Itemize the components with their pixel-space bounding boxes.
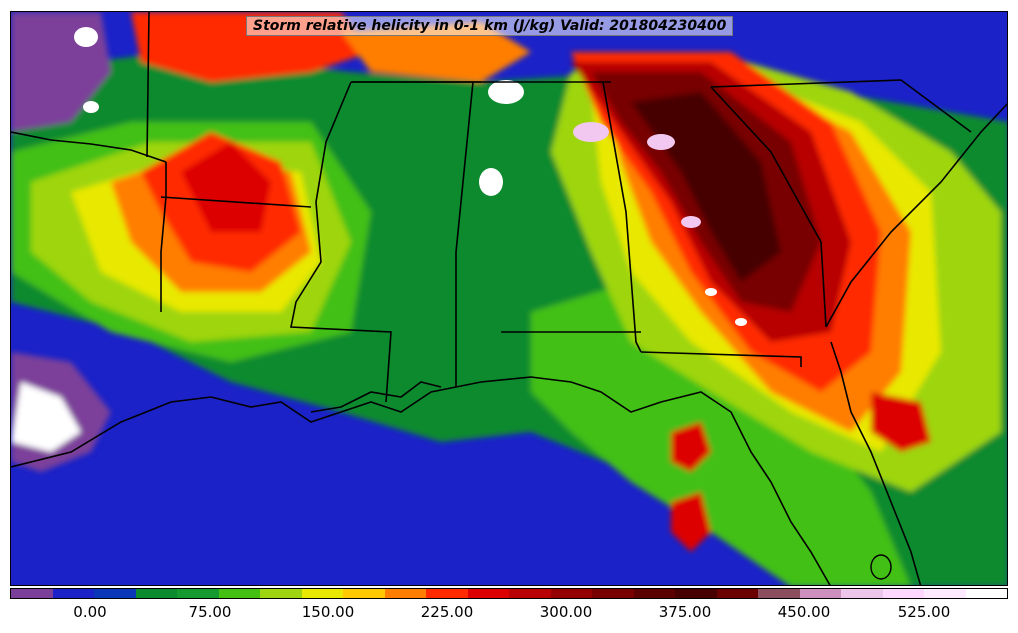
- field-darkred-west: [181, 142, 271, 232]
- colorbar-segment: [716, 589, 758, 598]
- spot-pink-5: [735, 318, 747, 326]
- colorbar-tick-label: 0.00: [73, 603, 107, 621]
- boundary-ark-la: [160, 196, 312, 208]
- colorbar-segment: [343, 589, 385, 598]
- colorbar-tick-label: 375.00: [658, 603, 712, 621]
- coastline-fl-east: [830, 341, 922, 585]
- spot-pink-2: [647, 134, 675, 150]
- high-value-spots: [74, 27, 747, 326]
- colorbar-segment: [11, 589, 53, 598]
- colorbar-segment: [758, 589, 800, 598]
- colorbar-tick-label: 225.00: [420, 603, 474, 621]
- spot-pink-4: [705, 288, 717, 296]
- colorbar-tick-label: 525.00: [897, 603, 951, 621]
- coastline-atlantic: [825, 102, 1007, 328]
- colorbar-segment: [426, 589, 468, 598]
- boundary-ok-tx-red-river: [11, 131, 167, 163]
- coastline-gulf: [11, 376, 831, 585]
- colorbar-segment: [841, 589, 883, 598]
- boundary-ok-ark: [146, 12, 150, 158]
- basemap-lines: [11, 12, 1007, 585]
- colorbar-segment: [52, 589, 94, 598]
- boundary-nc-sc: [710, 79, 972, 133]
- lake-okeechobee: [870, 554, 892, 580]
- map-panel: [10, 11, 1008, 586]
- colorbar-segment: [467, 589, 509, 598]
- boundary-al-ga: [602, 81, 642, 353]
- colorbar-segment: [965, 589, 1007, 598]
- colorbar-segment: [550, 589, 592, 598]
- colorbar-segment: [509, 589, 551, 598]
- spot-white-nw: [74, 27, 98, 47]
- colorbar-tick-label: 150.00: [301, 603, 355, 621]
- boundary-tx-ark: [160, 162, 167, 312]
- colorbar-labels: 0.00 75.00 150.00 225.00 300.00 375.00 450.00 5…: [10, 603, 1008, 623]
- boundary-fl-north: [640, 351, 802, 367]
- colorbar: [10, 588, 1008, 599]
- helicity-field: [11, 12, 1007, 585]
- colorbar-segment: [675, 589, 717, 598]
- field-white-west: [11, 382, 81, 452]
- spot-white-n: [488, 80, 524, 104]
- helicity-map: [11, 12, 1007, 585]
- boundary-ms-al: [455, 81, 474, 387]
- spot-pink-3: [681, 216, 701, 228]
- colorbar-segment: [177, 589, 219, 598]
- map-title: Storm relative helicity in 0-1 km (J/kg)…: [246, 16, 734, 36]
- spot-pink-1: [573, 122, 609, 142]
- colorbar-segment: [384, 589, 426, 598]
- colorbar-segment: [301, 589, 343, 598]
- colorbar-segment: [924, 589, 966, 598]
- field-red-se: [871, 392, 931, 452]
- field-red-south2: [671, 492, 711, 552]
- coastline-la: [310, 381, 442, 413]
- colorbar-tick-label: 300.00: [539, 603, 593, 621]
- colorbar-segment: [260, 589, 302, 598]
- colorbar-segment: [218, 589, 260, 598]
- spot-white-nw2: [83, 101, 99, 113]
- spot-white-n2: [479, 168, 503, 196]
- colorbar-segment: [592, 589, 634, 598]
- colorbar-segment: [94, 589, 136, 598]
- colorbar-segment: [135, 589, 177, 598]
- boundary-miss-river: [290, 81, 392, 403]
- colorbar-segment: [882, 589, 924, 598]
- field-red-south: [671, 422, 711, 472]
- field-light-green-east: [531, 282, 911, 585]
- field-orange-north: [341, 22, 531, 82]
- colorbar-tick-label: 75.00: [188, 603, 232, 621]
- boundary-ga-sc: [710, 86, 827, 328]
- colorbar-tick-label: 450.00: [777, 603, 831, 621]
- colorbar-segment: [799, 589, 841, 598]
- colorbar-segment: [633, 589, 675, 598]
